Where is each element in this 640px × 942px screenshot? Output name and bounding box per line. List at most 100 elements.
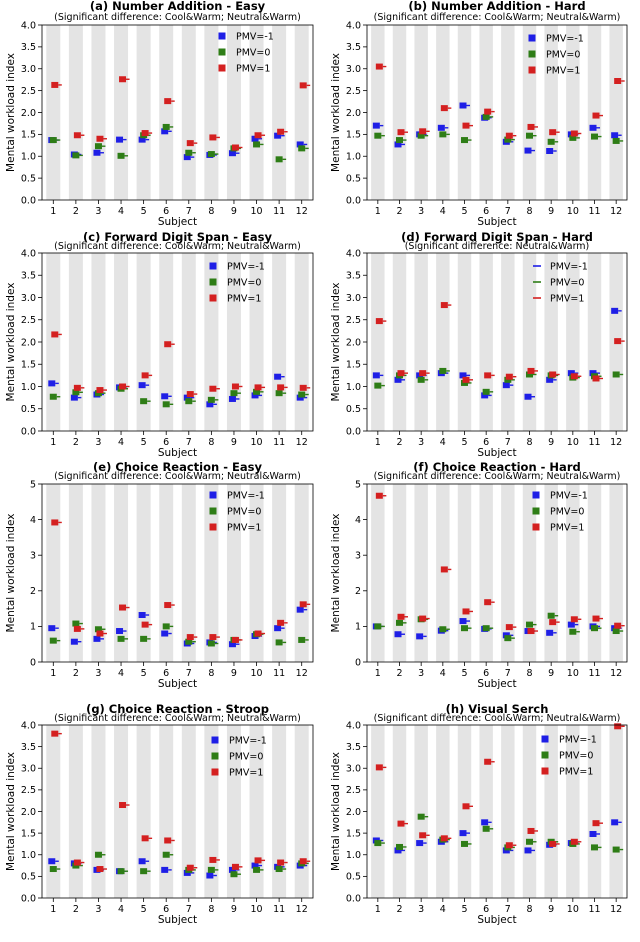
point-pmv1-subject-1 xyxy=(374,840,382,847)
x-tick-label: 4 xyxy=(440,668,446,679)
y-tick-label: 3.0 xyxy=(346,764,361,775)
point-pmv1-subject-7 xyxy=(504,376,512,383)
legend-label: PMV=-1 xyxy=(227,491,265,502)
y-tick-label: 4.0 xyxy=(21,720,36,731)
x-tick-label: 5 xyxy=(461,206,467,217)
y-tick-label: 3.0 xyxy=(346,64,361,75)
subject-band xyxy=(249,25,264,200)
point-pmv0-subject-12 xyxy=(611,307,619,314)
x-tick-label: 3 xyxy=(95,437,101,448)
point-pmv0-subject-2 xyxy=(70,394,78,401)
point-pmv2-subject-2 xyxy=(73,859,81,866)
panel-title: (g) Choice Reaction - Stroop xyxy=(86,702,269,716)
x-tick-label: 11 xyxy=(273,206,285,217)
y-tick-label: 5 xyxy=(30,479,36,490)
x-tick-label: 11 xyxy=(273,904,285,915)
point-pmv0-subject-10 xyxy=(567,370,575,377)
x-tick-label: 9 xyxy=(231,668,237,679)
y-axis-label: Mental workload index xyxy=(330,514,342,633)
x-tick-label: 7 xyxy=(186,668,192,679)
point-pmv2-subject-1 xyxy=(51,730,59,737)
y-tick-label: 4.0 xyxy=(21,248,36,259)
point-pmv2-subject-3 xyxy=(96,387,104,394)
legend-label: PMV=0 xyxy=(546,50,580,61)
subject-band xyxy=(181,253,196,431)
x-tick-label: 8 xyxy=(526,206,532,217)
y-tick-label: 2.0 xyxy=(21,108,36,119)
point-pmv2-subject-8 xyxy=(527,367,535,374)
x-axis-label: Subject xyxy=(158,914,197,926)
y-tick-label: 0.0 xyxy=(21,426,36,437)
x-tick-label: 2 xyxy=(396,206,402,217)
subject-band xyxy=(609,725,623,898)
y-tick-label: 3.5 xyxy=(21,271,36,282)
legend-swatch xyxy=(218,48,226,56)
point-pmv1-subject-8 xyxy=(526,621,533,628)
y-axis-label: Mental workload index xyxy=(5,283,17,402)
point-pmv2-subject-2 xyxy=(397,820,405,827)
x-tick-label: 10 xyxy=(250,668,262,679)
y-tick-label: 2.5 xyxy=(346,315,361,326)
panel-2: (b) Number Addition - Hard(Significant d… xyxy=(330,0,628,228)
point-pmv1-subject-8 xyxy=(207,866,215,873)
point-pmv1-subject-12 xyxy=(612,371,620,378)
y-tick-label: 2.5 xyxy=(21,315,36,326)
x-tick-label: 2 xyxy=(396,904,402,915)
point-pmv0-subject-3 xyxy=(416,633,424,640)
plot-frame xyxy=(366,24,628,201)
x-tick-label: 8 xyxy=(208,437,214,448)
x-tick-label: 6 xyxy=(483,206,489,217)
point-pmv0-subject-6 xyxy=(161,128,169,135)
point-pmv1-subject-6 xyxy=(162,401,170,408)
x-tick-label: 1 xyxy=(50,668,56,679)
point-pmv1-subject-11 xyxy=(591,133,598,140)
subject-band xyxy=(249,725,264,898)
point-pmv1-subject-8 xyxy=(207,396,215,403)
y-tick-label: 4.0 xyxy=(21,20,36,31)
panel-8: (h) Visual Serch(Significant difference:… xyxy=(330,702,628,926)
point-pmv2-subject-3 xyxy=(96,630,104,637)
point-pmv2-subject-4 xyxy=(440,835,448,842)
panel-title: (h) Visual Serch xyxy=(446,702,549,716)
panel-title: (d) Forward Digit Span - Hard xyxy=(401,230,593,244)
subject-band xyxy=(294,725,309,898)
y-axis-label: Mental workload index xyxy=(330,752,342,871)
x-tick-label: 4 xyxy=(440,437,446,448)
point-pmv2-subject-6 xyxy=(164,98,172,105)
x-tick-label: 10 xyxy=(250,437,262,448)
y-tick-label: 4.0 xyxy=(346,20,361,31)
point-pmv1-subject-6 xyxy=(482,388,490,395)
x-tick-label: 11 xyxy=(273,668,285,679)
subject-band xyxy=(392,25,407,200)
point-pmv2-subject-7 xyxy=(505,624,513,631)
y-tick-label: 2.0 xyxy=(346,337,361,348)
y-tick-label: 0.5 xyxy=(21,872,36,883)
x-tick-label: 8 xyxy=(208,904,214,915)
y-tick-label: 2.0 xyxy=(21,807,36,818)
x-tick-label: 2 xyxy=(73,206,79,217)
point-pmv0-subject-6 xyxy=(161,630,169,637)
legend-swatch xyxy=(218,32,226,40)
legend-swatch xyxy=(541,751,549,759)
subject-band xyxy=(587,725,602,898)
point-pmv2-subject-12 xyxy=(299,858,307,865)
point-pmv2-subject-11 xyxy=(277,128,285,135)
y-tick-label: 0.0 xyxy=(21,893,36,904)
x-tick-label: 10 xyxy=(567,904,579,915)
subject-band xyxy=(159,25,174,200)
point-pmv2-subject-4 xyxy=(119,76,127,83)
legend: PMV=-1 PMV=0 PMV=1 xyxy=(209,262,265,305)
point-pmv2-subject-9 xyxy=(231,383,239,390)
point-pmv1-subject-5 xyxy=(140,635,148,642)
point-pmv2-subject-9 xyxy=(231,863,239,870)
subject-band xyxy=(609,484,623,662)
x-tick-label: 8 xyxy=(526,668,532,679)
x-tick-label: 7 xyxy=(186,437,192,448)
panel-subtitle: (Significant difference: Cool&Warm; Neut… xyxy=(374,471,621,482)
point-pmv1-subject-6 xyxy=(482,825,490,832)
point-pmv2-subject-9 xyxy=(549,371,557,378)
point-pmv0-subject-11 xyxy=(274,625,282,632)
point-pmv1-subject-12 xyxy=(298,391,306,398)
point-pmv0-subject-5 xyxy=(459,618,467,625)
point-pmv2-subject-8 xyxy=(209,634,217,641)
